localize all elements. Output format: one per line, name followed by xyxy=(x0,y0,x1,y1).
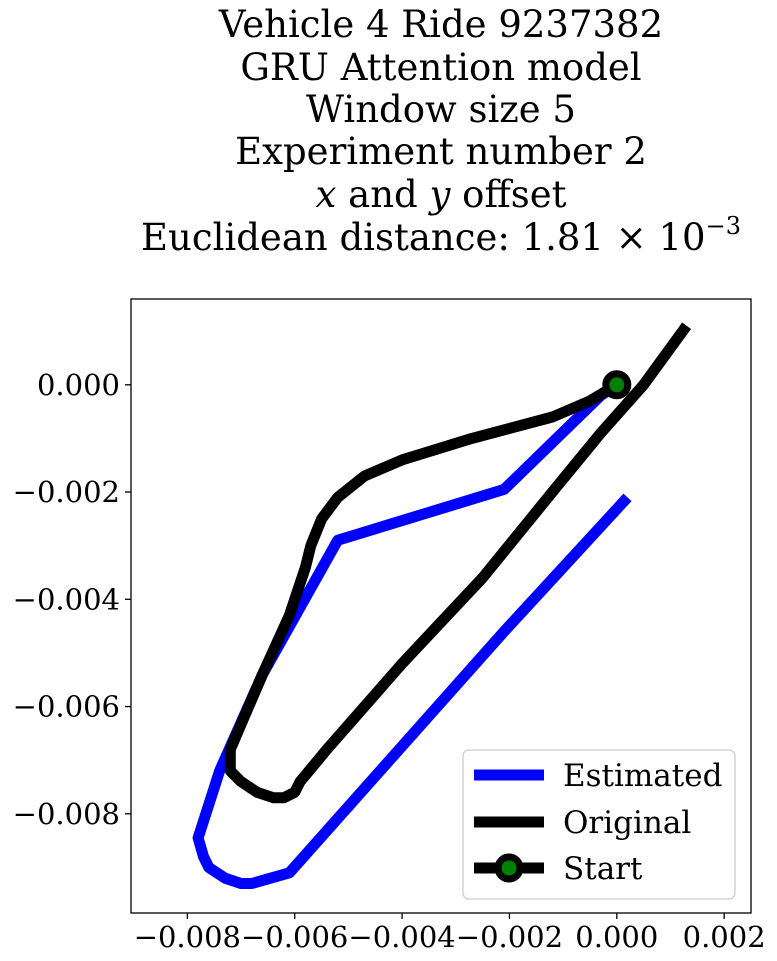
title-y-symbol: y xyxy=(428,173,452,216)
y-tick-label: −0.008 xyxy=(13,797,120,831)
title-offset-text: offset xyxy=(450,173,566,216)
series-layer xyxy=(192,322,692,889)
x-tick-label: −0.004 xyxy=(348,920,455,954)
title-line-2: GRU Attention model xyxy=(240,46,641,89)
title-line-3: Window size 5 xyxy=(306,88,576,131)
x-tick-label: −0.006 xyxy=(241,920,348,954)
legend-label-estimated: Estimated xyxy=(563,758,722,794)
plot-frame xyxy=(130,298,752,914)
x-tick-label: 0.000 xyxy=(575,920,658,954)
start-marker xyxy=(602,370,632,400)
legend-label-original: Original xyxy=(563,805,691,841)
title-distance-text: Euclidean distance: 1.81 × 10 xyxy=(141,216,706,259)
x-tick-label: −0.008 xyxy=(134,920,241,954)
chart-title: Vehicle 4 Ride 9237382 GRU Attention mod… xyxy=(141,3,741,259)
title-line-6: Euclidean distance: 1.81 × 10−3 xyxy=(141,212,741,259)
y-tick-label: 0.000 xyxy=(37,368,120,402)
x-tick-label: −0.002 xyxy=(456,920,563,954)
title-exponent: −3 xyxy=(706,212,741,240)
title-line-4: Experiment number 2 xyxy=(235,130,647,173)
y-tick-label: −0.006 xyxy=(13,690,120,724)
legend-swatch-start-marker xyxy=(494,853,524,883)
title-line-1: Vehicle 4 Ride 9237382 xyxy=(218,3,663,46)
series-line-estimated xyxy=(192,380,632,889)
y-axis: 0.000 −0.002 −0.004 −0.006 −0.008 xyxy=(13,368,131,831)
title-and-text: and xyxy=(336,173,429,216)
x-axis: −0.008 −0.006 −0.004 −0.002 0.000 0.002 xyxy=(134,913,766,954)
legend-label-start: Start xyxy=(563,851,643,887)
legend: Estimated Original Start xyxy=(462,749,736,900)
title-line-5: x and y offset xyxy=(316,173,567,216)
marker-layer xyxy=(602,370,632,400)
y-tick-label: −0.004 xyxy=(13,582,120,616)
x-tick-label: 0.002 xyxy=(683,920,766,954)
series-line-original xyxy=(224,322,692,804)
title-x-symbol: x xyxy=(316,173,337,216)
y-tick-label: −0.002 xyxy=(13,475,120,509)
legend-box xyxy=(462,749,736,900)
